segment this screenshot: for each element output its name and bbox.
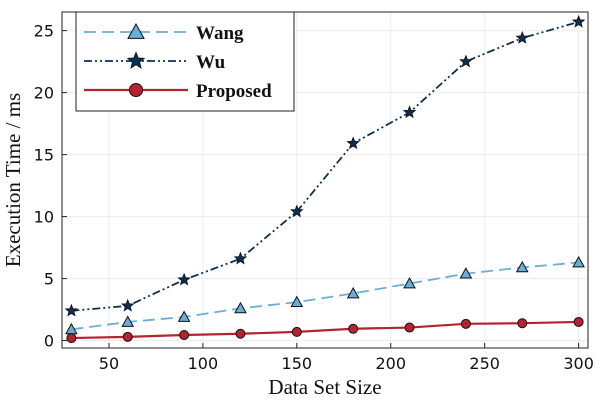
x-tick-label: 100 [188, 354, 219, 373]
y-tick-label: 25 [34, 22, 54, 41]
data-point-proposed [517, 318, 528, 329]
data-point-wu [64, 303, 79, 317]
data-point-proposed [179, 329, 190, 340]
axes [61, 11, 589, 349]
data-point-wu [177, 272, 191, 286]
data-point-wu [459, 54, 473, 68]
data-point-wang [403, 276, 416, 289]
x-tick-label: 300 [563, 354, 594, 373]
data-point-wu [515, 30, 530, 44]
data-point-wu [290, 204, 304, 218]
legend: Wang Wu Proposed [75, 11, 295, 112]
x-axis-title: Data Set Size [268, 375, 381, 399]
data-point-proposed [122, 331, 133, 342]
y-tick-label: 5 [44, 270, 54, 289]
legend-marker-wu [126, 51, 146, 69]
series-line-proposed [71, 320, 579, 340]
x-tick-label: 200 [375, 354, 406, 373]
legend-marker-proposed [128, 82, 144, 98]
x-tick-label: 150 [282, 354, 313, 373]
y-tick-label: 10 [34, 208, 54, 227]
y-tick-label: 20 [34, 84, 54, 103]
data-point-proposed [573, 316, 584, 327]
data-point-wang [234, 301, 247, 314]
data-point-wang [346, 286, 360, 299]
y-tick-label: 15 [34, 146, 54, 165]
data-point-proposed [66, 333, 77, 344]
data-point-proposed [404, 322, 415, 333]
x-tick-label: 50 [99, 354, 119, 373]
data-point-wang [515, 260, 529, 273]
data-point-wu [120, 298, 135, 312]
legend-label-wu: Wu [196, 52, 226, 73]
ticks: 50 100 150 200 250 300 0 5 10 15 20 25 [34, 22, 594, 373]
data-point-wu [346, 136, 360, 150]
data-point-wu [402, 105, 417, 119]
legend-marker-wang [127, 22, 145, 39]
data-point-wang [177, 310, 191, 322]
y-axis-title: Execution Time / ms [1, 93, 25, 267]
legend-label-proposed: Proposed [196, 81, 272, 102]
data-point-proposed [291, 326, 302, 337]
data-point-wang [572, 255, 585, 268]
x-tick-label: 250 [469, 354, 500, 373]
data-point-wu [233, 251, 248, 265]
data-point-proposed [460, 318, 471, 329]
data-point-wang [290, 295, 304, 308]
data-point-proposed [348, 323, 359, 334]
y-tick-label: 0 [44, 332, 54, 351]
plot-frame [61, 11, 589, 349]
series-line-wu [71, 21, 579, 312]
series-line-wang [71, 261, 579, 331]
legend-label-wang: Wang [196, 23, 244, 44]
data-point-proposed [235, 328, 246, 339]
series-layer [64, 14, 586, 344]
data-point-wang [121, 315, 135, 327]
data-point-wang [459, 267, 473, 279]
data-point-wu [571, 14, 586, 28]
